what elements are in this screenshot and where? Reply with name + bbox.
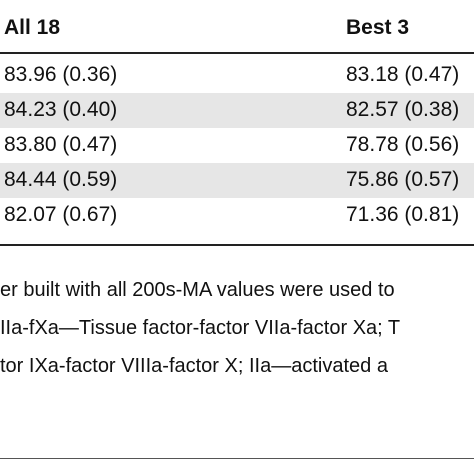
footnote-line: er built with all 200s-MA values were us… [0,279,395,301]
column-header-best-3: Best 3 [346,16,410,39]
column-header-all-18: All 18 [4,16,61,39]
cell-all-18: 83.96 (0.36) [4,63,118,86]
cell-best-3: 83.18 (0.47) [346,63,460,86]
cell-all-18: 84.44 (0.59) [4,168,118,191]
cell-best-3: 71.36 (0.81) [346,203,460,226]
cell-best-3: 78.78 (0.56) [346,133,460,156]
footnote-line: tor IXa-factor VIIIa-factor X; IIa—activ… [0,355,388,377]
table-row: 84.23 (0.40) 82.57 (0.38) [0,93,474,128]
cell-all-18: 84.23 (0.40) [4,98,118,121]
table-bottom-rule [0,244,474,246]
cell-best-3: 82.57 (0.38) [346,98,460,121]
table-row: 84.44 (0.59) 75.86 (0.57) [0,163,474,198]
table-row: 83.80 (0.47) 78.78 (0.56) [0,128,474,163]
table-header-row: All 18 Best 3 [0,0,474,54]
cell-best-3: 75.86 (0.57) [346,168,460,191]
footnote-bottom-rule [0,458,474,459]
table-row: 83.96 (0.36) 83.18 (0.47) [0,58,474,93]
footnote-line: IIa-fXa—Tissue factor-factor VIIa-factor… [0,317,401,339]
cell-all-18: 82.07 (0.67) [4,203,118,226]
cell-all-18: 83.80 (0.47) [4,133,118,156]
table-row: 82.07 (0.67) 71.36 (0.81) [0,198,474,233]
table-body: 83.96 (0.36) 83.18 (0.47) 84.23 (0.40) 8… [0,58,474,233]
